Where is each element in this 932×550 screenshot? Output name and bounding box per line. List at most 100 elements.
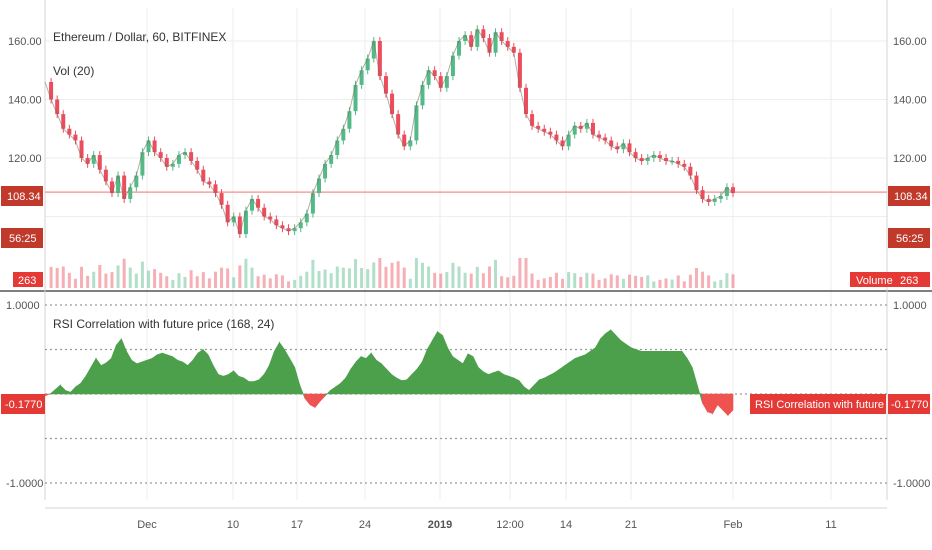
rsi-positive-segment <box>595 337 601 395</box>
price-candle <box>371 41 376 59</box>
x-tick-label: 11 <box>825 519 836 531</box>
rsi-positive-segment <box>523 386 530 395</box>
volume-bar <box>548 276 552 288</box>
volume-bar <box>585 272 589 288</box>
price-candle <box>493 32 498 53</box>
rsi-positive-segment <box>635 349 642 395</box>
volume-bar <box>153 269 157 288</box>
volume-bar <box>372 262 376 288</box>
volume-bar <box>323 269 327 288</box>
rsi-positive-segment <box>167 354 173 395</box>
volume-bar <box>609 274 613 288</box>
volume-value-left: 263 <box>18 275 36 287</box>
volume-bar <box>329 273 333 288</box>
rsi-positive-segment <box>406 373 413 395</box>
price-candle <box>298 222 303 229</box>
price-candle <box>243 210 248 235</box>
rsi-positive-segment <box>207 354 214 395</box>
price-candle <box>505 41 510 47</box>
volume-bar <box>396 261 400 288</box>
volume-bars <box>49 258 735 288</box>
rsi-positive-segment <box>411 368 418 395</box>
rsi-positive-segment <box>340 377 347 395</box>
volume-bar <box>457 266 461 288</box>
volume-bar <box>670 279 674 288</box>
volume-bar <box>280 275 284 288</box>
price-candle <box>457 41 462 56</box>
price-candle <box>316 178 321 194</box>
rsi-positive-segment <box>258 373 265 395</box>
price-candle <box>645 158 650 161</box>
rsi-positive-segment <box>177 359 183 395</box>
volume-bar <box>80 266 84 288</box>
rsi-area[interactable] <box>44 329 734 417</box>
countdown-tag-right <box>888 228 930 248</box>
rsi-positive-segment <box>610 329 617 395</box>
price-candle <box>712 198 717 202</box>
price-candle <box>91 155 96 164</box>
rsi-positive-segment <box>625 343 632 395</box>
volume-bar <box>682 281 686 288</box>
rsi-positive-segment <box>238 375 245 395</box>
price-y-tick-left: 140.00 <box>8 95 42 107</box>
volume-bar <box>627 274 631 288</box>
rsi-positive-segment <box>80 375 87 395</box>
volume-bar <box>49 266 53 288</box>
x-tick-label: 24 <box>359 519 371 531</box>
price-candle <box>724 187 729 197</box>
volume-bar <box>311 259 315 288</box>
rsi-positive-segment <box>131 359 137 395</box>
volume-bar <box>341 267 345 288</box>
price-candle <box>633 152 638 158</box>
volume-indicator-label[interactable]: Vol (20) <box>53 64 95 78</box>
rsi-positive-segment <box>640 350 647 395</box>
x-tick-label: Dec <box>137 519 157 531</box>
price-candle <box>481 29 486 39</box>
rsi-y-tick-left: 1.0000 <box>6 300 40 312</box>
price-candle <box>463 35 468 41</box>
rsi-positive-segment <box>589 347 596 395</box>
rsi-positive-segment <box>116 337 122 395</box>
rsi-label-tag-right <box>750 394 886 414</box>
price-candle <box>310 193 315 214</box>
volume-bar <box>487 266 491 288</box>
volume-bar <box>55 268 59 288</box>
volume-bar <box>469 273 473 288</box>
price-candle <box>548 131 553 135</box>
volume-bar <box>378 258 382 288</box>
price-candle <box>609 140 614 147</box>
volume-bar <box>621 278 625 288</box>
volume-bar <box>530 273 534 288</box>
rsi-positive-segment <box>676 350 683 395</box>
rsi-positive-segment <box>584 350 591 395</box>
rsi-positive-segment <box>431 330 438 395</box>
price-candle <box>639 158 644 161</box>
volume-tag-right <box>850 272 930 287</box>
volume-bar <box>615 275 619 288</box>
price-candle <box>176 155 181 164</box>
rsi-positive-segment <box>284 348 290 395</box>
volume-bar <box>366 269 370 288</box>
rsi-positive-segment <box>513 377 520 395</box>
rsi-positive-segment <box>233 370 239 395</box>
volume-bar <box>147 270 151 288</box>
price-candle <box>274 219 279 226</box>
rsi-positive-segment <box>182 361 188 395</box>
price-candle <box>700 190 705 199</box>
rsi-label-right: RSI Correlation with future price <box>755 399 911 411</box>
rsi-indicator-label[interactable]: RSI Correlation with future price (168, … <box>53 317 275 331</box>
rsi-positive-segment <box>656 350 663 395</box>
price-candle <box>530 114 535 126</box>
rsi-positive-segment <box>437 331 443 395</box>
rsi-negative-segment <box>319 393 326 402</box>
volume-bar <box>713 281 717 288</box>
rsi-positive-segment <box>105 357 112 395</box>
volume-bar <box>317 271 321 288</box>
volume-bar <box>67 272 71 288</box>
price-candle <box>347 111 352 129</box>
price-series[interactable] <box>44 25 735 239</box>
price-candle <box>414 105 419 141</box>
volume-bar <box>183 276 187 288</box>
rsi-positive-segment <box>345 367 352 395</box>
